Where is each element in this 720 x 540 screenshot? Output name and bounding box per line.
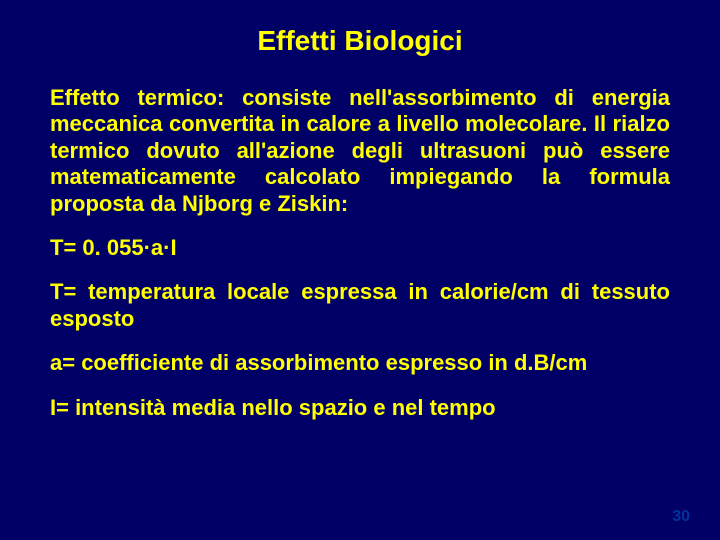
paragraph-thermal-effect: Effetto termico: consiste nell'assorbime… [50, 85, 670, 217]
definition-I: I= intensità media nello spazio e nel te… [50, 395, 670, 421]
definition-T: T= temperatura locale espressa in calori… [50, 279, 670, 332]
slide-title: Effetti Biologici [50, 25, 670, 57]
definition-a: a= coefficiente di assorbimento espresso… [50, 350, 670, 376]
formula-line: T= 0. 055·a·I [50, 235, 670, 261]
page-number: 30 [672, 508, 690, 526]
